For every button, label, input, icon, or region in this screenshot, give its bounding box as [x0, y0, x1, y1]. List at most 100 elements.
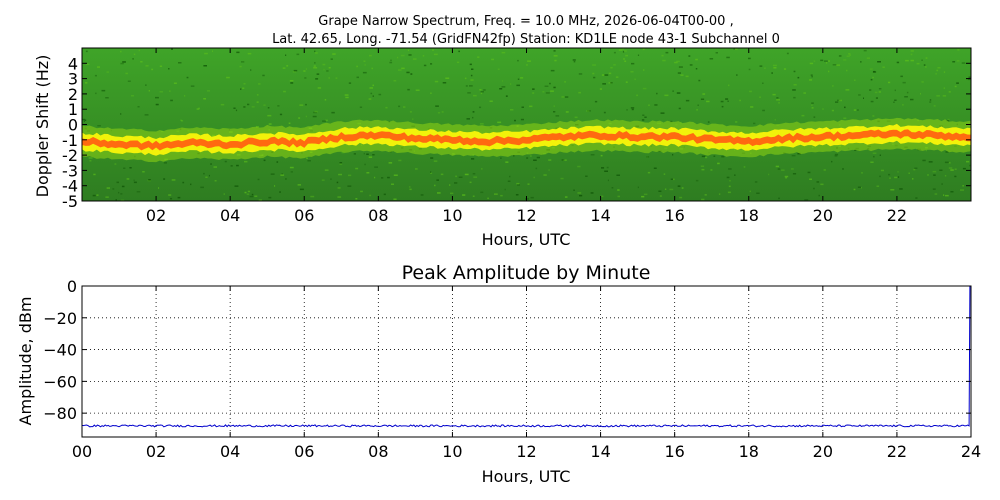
- spectrogram-noise: [544, 85, 549, 87]
- spectrogram-noise: [366, 172, 370, 174]
- spectrogram-noise: [310, 195, 315, 198]
- spectrogram-noise: [783, 68, 787, 70]
- figure-title-line1: Grape Narrow Spectrum, Freq. = 10.0 MHz,…: [318, 14, 733, 29]
- spectrogram-noise: [642, 87, 647, 90]
- spectrogram-noise: [656, 92, 658, 95]
- spectrogram-noise: [407, 88, 410, 91]
- spectrogram-noise: [341, 151, 345, 154]
- spectrogram-x-tick-label: 02: [146, 206, 166, 225]
- spectrogram-noise: [842, 168, 844, 170]
- spectrogram-noise: [910, 53, 913, 56]
- spectrogram-noise: [585, 175, 588, 177]
- spectrogram-noise: [846, 55, 850, 57]
- spectrogram-noise: [759, 65, 763, 67]
- spectrogram-noise: [182, 181, 185, 184]
- spectrogram-x-tick-label: 12: [516, 206, 536, 225]
- spectrogram-noise: [530, 196, 534, 199]
- spectrogram-noise: [462, 194, 466, 196]
- spectrogram-noise: [700, 98, 705, 100]
- spectrogram-noise: [679, 196, 683, 199]
- spectrogram-noise: [572, 59, 576, 61]
- spectrogram-noise: [120, 193, 123, 195]
- amplitude-x-tick-label: 16: [664, 442, 684, 461]
- spectrogram-noise: [412, 58, 417, 60]
- spectrogram-noise: [123, 167, 126, 169]
- spectrogram-noise: [247, 190, 251, 193]
- spectrogram-noise: [332, 53, 336, 55]
- spectrogram-noise: [403, 106, 406, 108]
- spectrogram-noise: [434, 80, 439, 83]
- spectrogram-noise: [480, 92, 483, 95]
- spectrogram-noise: [603, 111, 606, 114]
- spectrogram-noise: [710, 169, 713, 171]
- spectrogram-noise: [464, 77, 467, 80]
- spectrogram-noise: [339, 162, 343, 164]
- spectrogram-noise: [577, 165, 581, 168]
- spectrogram-noise: [618, 49, 623, 51]
- spectrogram-noise: [387, 176, 390, 179]
- spectrogram-noise: [494, 193, 498, 195]
- spectrogram-noise: [355, 167, 359, 170]
- spectrogram-noise: [634, 78, 636, 81]
- spectrogram-noise: [148, 90, 150, 92]
- spectrogram-noise: [378, 93, 382, 96]
- spectrogram-noise: [120, 62, 124, 65]
- spectrogram-noise: [321, 179, 325, 181]
- spectrogram-noise: [510, 109, 514, 111]
- spectrogram-noise: [648, 104, 650, 106]
- spectrogram-noise: [774, 119, 776, 121]
- spectrogram-noise: [473, 94, 477, 97]
- spectrogram-noise: [933, 105, 936, 107]
- spectrogram-noise: [592, 64, 596, 66]
- spectrogram-noise: [105, 196, 109, 198]
- spectrogram-noise: [759, 96, 761, 98]
- spectrogram-noise: [944, 161, 949, 164]
- spectrogram-noise: [125, 72, 128, 75]
- spectrogram-noise: [268, 196, 272, 199]
- spectrogram-noise: [129, 167, 132, 169]
- spectrogram-noise: [282, 67, 286, 69]
- spectrogram-noise: [877, 61, 881, 63]
- spectrogram-noise: [440, 173, 444, 176]
- spectrogram-noise: [945, 194, 949, 197]
- spectrogram-noise: [697, 104, 699, 106]
- spectrogram-noise: [857, 186, 861, 188]
- spectrogram-noise: [707, 121, 710, 123]
- spectrogram-noise: [560, 177, 564, 180]
- spectrogram-noise: [728, 185, 731, 188]
- spectrogram-noise: [532, 92, 535, 94]
- amplitude-x-tick-label: 08: [368, 442, 388, 461]
- spectrogram-noise: [601, 74, 605, 76]
- spectrogram-noise: [967, 78, 971, 81]
- spectrogram-noise: [491, 58, 494, 61]
- spectrogram-noise: [190, 183, 192, 186]
- spectrogram-noise: [433, 160, 438, 162]
- spectrogram-noise: [363, 60, 366, 62]
- spectrogram-noise: [658, 190, 662, 192]
- spectrogram-noise: [689, 64, 693, 66]
- spectrogram-noise: [807, 171, 811, 174]
- spectrogram-noise: [727, 100, 729, 102]
- spectrogram-noise: [659, 195, 662, 197]
- spectrogram-noise: [244, 191, 247, 194]
- spectrogram-noise: [792, 89, 796, 91]
- spectrogram-noise: [364, 163, 366, 166]
- spectrogram-noise: [749, 190, 751, 193]
- spectrogram-noise: [816, 181, 820, 183]
- spectrogram-noise: [344, 94, 349, 96]
- spectrogram-noise: [322, 63, 326, 66]
- spectrogram-noise: [643, 193, 648, 196]
- figure-title-line2: Lat. 42.65, Long. -71.54 (GridFN42fp) St…: [272, 32, 780, 47]
- spectrogram-noise: [317, 87, 322, 89]
- spectrogram-noise: [467, 92, 471, 94]
- spectrogram-noise: [230, 165, 233, 167]
- spectrogram-noise: [962, 185, 964, 187]
- spectrogram-noise: [285, 178, 287, 180]
- spectrogram-noise: [721, 155, 725, 158]
- spectrogram-noise: [685, 75, 689, 78]
- spectrogram-noise: [244, 160, 248, 163]
- spectrogram-noise: [315, 78, 319, 80]
- amplitude-y-tick-label: −60: [43, 372, 77, 391]
- spectrogram-noise: [144, 114, 149, 116]
- spectrogram-noise: [224, 160, 227, 163]
